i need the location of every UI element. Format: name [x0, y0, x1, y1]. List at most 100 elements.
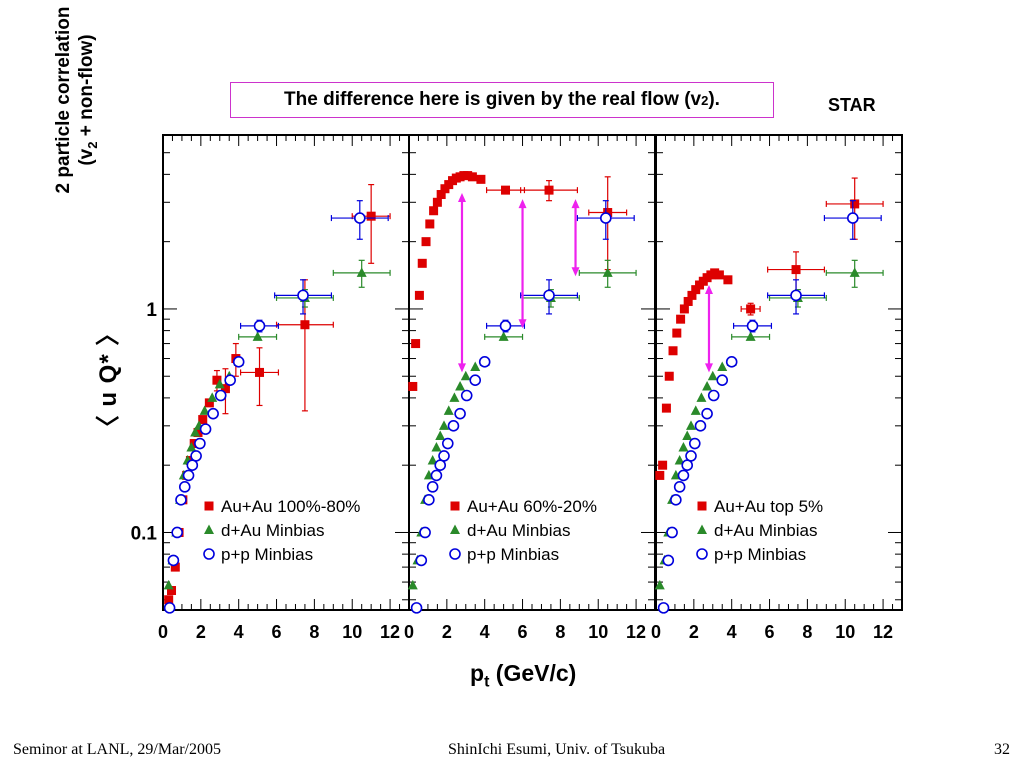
annotation-text: The difference here is given by the real…: [284, 89, 702, 110]
panel3-auau-point: [850, 199, 860, 209]
panel1-pp-point: [163, 602, 176, 614]
panel2-auau-point: [432, 197, 442, 207]
panel2-pp-point: [441, 437, 454, 450]
panel2-flow-arrow-head-bottom: [457, 363, 466, 373]
annotation-box: The difference here is given by the real…: [230, 82, 774, 118]
panel3-auau-point: [723, 275, 733, 285]
panel3-dau-point: [849, 267, 860, 277]
panel3-pp-point: [670, 494, 682, 506]
panel3-x-tick-label: 6: [765, 622, 775, 642]
panel3-pp-point: [790, 289, 802, 302]
panel3-legend-marker-dau: [697, 524, 707, 534]
panel2-pp-point: [419, 526, 431, 539]
panel1-dau-point: [186, 441, 197, 452]
panel2-pp-point: [460, 389, 473, 402]
x-axis-label-sub: t: [484, 673, 490, 691]
panel2-flow-arrow-head-top: [571, 199, 580, 209]
panel1-auau-point: [300, 320, 310, 330]
panel2-pp-point: [543, 289, 555, 302]
panel1-pp-point: [214, 389, 227, 402]
panel1-x-tick-label: 2: [196, 622, 206, 642]
panel2-auau-point: [421, 237, 431, 247]
panel3-legend-label-dau: d+Au Minbias: [714, 521, 817, 540]
panel2-pp-point: [423, 494, 435, 506]
footer-left: Seminor at LANL, 29/Mar/2005: [13, 741, 221, 758]
panel1-pp-point: [199, 423, 212, 435]
annotation-text-end: ).: [708, 89, 720, 110]
panel2-flow-arrow-head-bottom: [571, 267, 580, 277]
panel2-dau-point: [449, 392, 460, 402]
panel2-flow-arrow-head-bottom: [518, 319, 527, 329]
panel3-pp-point: [694, 420, 707, 432]
panel1-auau-point: [366, 211, 376, 221]
panel2-auau-point: [414, 290, 424, 300]
panel2-dau-point: [431, 441, 442, 452]
panel1-legend-label-pp: p+p Minbias: [221, 545, 313, 564]
panel1-pp-point: [167, 554, 180, 567]
footer-center: ShinIchi Esumi, Univ. of Tsukuba: [448, 741, 666, 758]
panel2-x-tick-label: 0: [404, 622, 414, 642]
panel3-dau-point: [717, 361, 728, 371]
panel1-legend-marker-pp: [203, 548, 215, 560]
panel1-pp-point: [194, 437, 206, 450]
panel3-x-tick-label: 2: [689, 622, 699, 642]
panel1-pp-point: [207, 407, 219, 420]
panel1-pp-point: [190, 450, 202, 462]
panel1-x-tick-label: 10: [342, 622, 362, 642]
panel2-auau-point: [429, 206, 439, 216]
panel1-dau-point: [214, 378, 225, 389]
panel2-dau-point: [460, 370, 471, 381]
panel3-dau-point: [745, 331, 756, 341]
panel3-flow-arrow-head-top: [704, 284, 713, 294]
panel1-auau-point: [212, 375, 222, 385]
panel3-dau-point: [707, 370, 718, 381]
panel2-dau-point: [407, 579, 418, 590]
panel2-pp-point: [415, 554, 428, 567]
panel3-pp-point: [657, 602, 670, 614]
panel3-dau-point: [674, 454, 685, 465]
panel2-auau-point: [411, 339, 421, 349]
panel3-auau-point: [658, 460, 668, 470]
panel1-legend-marker-dau: [204, 524, 214, 534]
panel1-pp-point: [297, 289, 309, 302]
panel3-pp-point: [688, 437, 701, 450]
panel2-dau-point: [427, 454, 438, 465]
panel2-dau-point: [439, 420, 450, 430]
panel3-auau-point: [679, 304, 689, 314]
experiment-label: STAR: [828, 95, 876, 115]
panel2-pp-point: [426, 481, 439, 493]
panel3-pp-point: [666, 526, 678, 539]
panel2-legend-label-pp: p+p Minbias: [467, 545, 559, 564]
panel1-dau-point: [199, 405, 210, 415]
panel1-dau-point: [207, 392, 218, 402]
panel2-legend-marker-auau: [450, 501, 460, 511]
panel3-auau-point: [655, 470, 665, 480]
panel3-auau-point: [710, 268, 720, 278]
panel2-dau-point: [455, 380, 466, 391]
panel2-auau-point: [544, 185, 554, 195]
panel1-pp-point: [182, 469, 195, 482]
panel1-legend-label-auau: Au+Au 100%-80%: [221, 497, 360, 516]
panel2-auau-point: [425, 219, 435, 229]
panel2-pp-point: [430, 469, 443, 482]
panel2-dau-point: [435, 430, 446, 441]
panel3-legend-label-auau: Au+Au top 5%: [714, 497, 823, 516]
panel1-pp-point: [171, 526, 183, 539]
panel3-auau-point: [668, 346, 678, 356]
panel2-auau-point: [463, 171, 473, 181]
panel2-auau-point: [436, 190, 446, 200]
panel3-auau-point: [714, 270, 724, 280]
panel3-pp-point: [673, 481, 686, 493]
panel1-pp-point: [178, 481, 191, 493]
panel1-auau-point: [167, 586, 177, 596]
panel3-auau-point: [791, 265, 801, 275]
panel1-legend-marker-auau: [204, 501, 214, 511]
panel3-pp-point: [701, 407, 713, 420]
y-tick-label: 0.1: [131, 523, 158, 544]
panel3-auau-point: [664, 371, 674, 381]
panel3-x-tick-label: 12: [873, 622, 893, 642]
panel2-dau-point: [498, 331, 509, 341]
panel3-dau-point: [686, 420, 697, 430]
panel3-auau-point: [676, 314, 686, 324]
